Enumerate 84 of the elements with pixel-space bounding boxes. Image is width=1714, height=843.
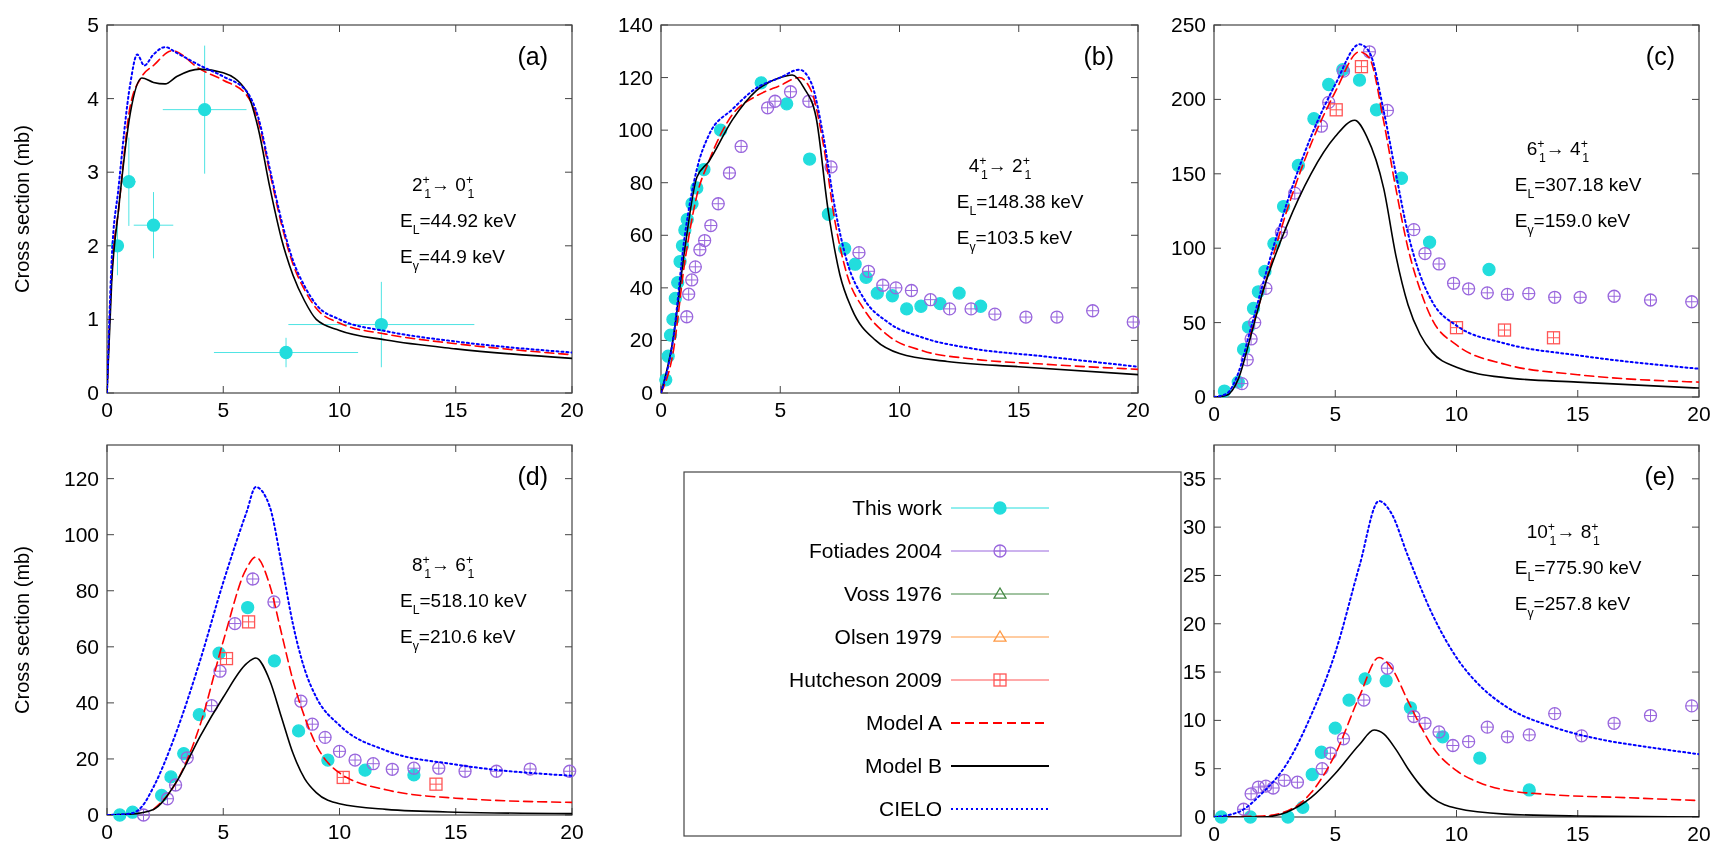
annotation: E$_{γ}$=210.6 keV [399,625,516,653]
annotation: E$_{γ}$=257.8 keV [1514,593,1631,620]
y-tick-label: 200 [1170,87,1206,111]
y-tick-label: 0 [87,803,99,826]
legend-label: Fotiades 2004 [808,539,943,562]
y-tick-label: 150 [1170,161,1206,185]
y-tick-label: 80 [629,170,653,194]
y-tick-label: 60 [629,223,653,247]
y-tick-label: 20 [1182,611,1206,635]
x-tick-label: 0 [1208,822,1220,843]
y-tick-label: 3 [87,160,99,184]
legend-label: Hutcheson 2009 [789,668,942,691]
annotation: E$_{L}$=307.18 keV [1514,174,1642,202]
text: (c) [1645,42,1675,70]
legend-label: Olsen 1979 [834,625,942,648]
y-tick-label: 250 [1170,13,1206,36]
y-tick-label: 5 [87,13,99,36]
annotation: E$_{L}$=148.38 keV [956,191,1084,219]
annotation: E$_{γ}$=159.0 keV [1514,210,1631,238]
y-tick-label: 35 [1182,466,1206,490]
y-tick-label: 30 [1182,515,1206,539]
y-tick-label: 120 [617,65,653,89]
y-tick-label: 15 [1182,660,1206,684]
x-tick-label: 10 [1444,402,1469,425]
x-tick-label: 15 [444,398,468,421]
x-tick-label: 5 [217,820,230,843]
legend-label: Voss 1976 [843,582,942,605]
text: (e) [1644,462,1675,490]
x-tick-label: 15 [1566,822,1590,843]
legend-label: Model B [864,754,942,777]
y-tick-label: 5 [1194,756,1206,780]
x-tick-label: 5 [1329,822,1342,843]
x-tick-label: 0 [101,820,113,843]
text: (a) [517,42,548,70]
y-tick-label: 100 [617,118,653,142]
y-axis-title: Cross section (mb) [11,125,33,293]
y-tick-label: 2 [87,233,99,257]
y-tick-label: 60 [75,634,99,658]
text: (b) [1083,42,1114,70]
y-tick-label: 20 [75,746,99,770]
annotation: E$_{γ}$=103.5 keV [956,227,1073,255]
y-tick-label: 10 [1182,708,1206,732]
y-tick-label: 40 [629,275,653,299]
y-tick-label: 25 [1182,563,1206,587]
x-tick-label: 15 [1566,402,1590,425]
legend-label: Model A [866,711,942,734]
y-tick-label: 40 [75,690,99,714]
x-tick-label: 5 [217,398,230,421]
x-tick-label: 10 [1444,822,1469,843]
y-tick-label: 120 [63,466,99,490]
y-axis-title: Cross section (mb) [11,546,33,714]
y-tick-label: 1 [87,307,99,331]
y-tick-label: 100 [63,522,99,546]
y-tick-label: 0 [1194,805,1206,828]
x-tick-label: 20 [1687,402,1711,425]
y-tick-label: 140 [617,13,653,36]
annotation: E$_{γ}$=44.9 keV [399,245,506,273]
y-tick-label: 0 [641,381,653,404]
y-tick-label: 0 [87,381,99,404]
x-tick-label: 10 [327,820,352,843]
x-tick-label: 5 [774,398,787,421]
annotation: E$_{L}$=775.90 keV [1514,557,1642,584]
x-tick-label: 0 [655,398,667,421]
legend-label: This work [852,496,943,519]
y-tick-label: 80 [75,578,99,602]
legend-label: CIELO [878,797,942,820]
annotation: E$_{L}$=44.92 keV [399,209,517,237]
annotation: E$_{L}$=518.10 keV [399,589,528,617]
x-tick-label: 15 [1007,398,1031,421]
y-tick-label: 100 [1170,236,1206,260]
x-tick-label: 0 [1208,402,1220,425]
text: (d) [517,462,548,490]
x-tick-label: 15 [444,820,468,843]
x-tick-label: 5 [1329,402,1342,425]
x-tick-label: 20 [560,398,584,421]
y-tick-label: 50 [1182,310,1206,334]
x-tick-label: 10 [327,398,352,421]
x-tick-label: 20 [560,820,584,843]
x-tick-label: 0 [101,398,113,421]
x-tick-label: 20 [1126,398,1150,421]
x-tick-label: 20 [1687,822,1711,843]
y-tick-label: 20 [629,328,653,352]
y-tick-label: 4 [87,86,100,110]
x-tick-label: 10 [887,398,912,421]
